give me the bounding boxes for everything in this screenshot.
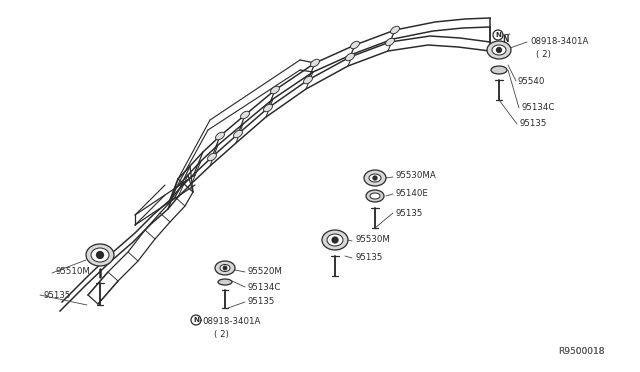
Text: 95135: 95135 [248, 298, 275, 307]
Text: 95135: 95135 [520, 119, 547, 128]
Ellipse shape [351, 41, 360, 49]
Text: 95135: 95135 [396, 208, 424, 218]
Ellipse shape [385, 38, 394, 46]
Text: 95530M: 95530M [355, 235, 390, 244]
Text: 95134C: 95134C [522, 103, 556, 112]
Ellipse shape [346, 53, 355, 61]
Ellipse shape [303, 76, 312, 84]
Text: 95140E: 95140E [396, 189, 429, 199]
Ellipse shape [271, 86, 280, 94]
Text: 95540: 95540 [518, 77, 545, 86]
Ellipse shape [234, 130, 243, 138]
Text: 08918-3401A: 08918-3401A [202, 317, 260, 326]
Circle shape [97, 251, 104, 259]
Text: ( 2): ( 2) [536, 51, 551, 60]
Text: 95135: 95135 [44, 291, 72, 299]
Text: 95134C: 95134C [248, 282, 282, 292]
Ellipse shape [369, 174, 381, 182]
Text: 95530MA: 95530MA [396, 170, 436, 180]
Text: R9500018: R9500018 [558, 347, 605, 356]
Text: N: N [502, 35, 509, 44]
Ellipse shape [491, 66, 507, 74]
Ellipse shape [492, 45, 506, 55]
Ellipse shape [241, 111, 250, 119]
Ellipse shape [364, 170, 386, 186]
Ellipse shape [215, 261, 235, 275]
Ellipse shape [264, 104, 273, 112]
Ellipse shape [322, 230, 348, 250]
Text: N: N [495, 32, 501, 38]
Circle shape [497, 48, 502, 52]
Text: ( 2): ( 2) [214, 330, 229, 339]
Ellipse shape [327, 234, 343, 246]
Ellipse shape [218, 279, 232, 285]
Text: R9500018: R9500018 [558, 347, 605, 356]
Ellipse shape [310, 59, 319, 67]
Ellipse shape [370, 193, 380, 199]
Text: 95510M: 95510M [55, 267, 90, 276]
Text: 95520M: 95520M [248, 267, 283, 276]
Ellipse shape [91, 248, 109, 262]
Text: 95135: 95135 [355, 253, 382, 262]
Ellipse shape [390, 26, 399, 34]
Text: N: N [193, 317, 199, 323]
Circle shape [223, 266, 227, 270]
Ellipse shape [86, 244, 114, 266]
Circle shape [332, 237, 338, 243]
Ellipse shape [216, 132, 225, 140]
Ellipse shape [487, 41, 511, 59]
Ellipse shape [366, 190, 384, 202]
Ellipse shape [220, 264, 230, 272]
Ellipse shape [207, 153, 216, 161]
Circle shape [373, 176, 377, 180]
Text: 08918-3401A: 08918-3401A [530, 38, 588, 46]
